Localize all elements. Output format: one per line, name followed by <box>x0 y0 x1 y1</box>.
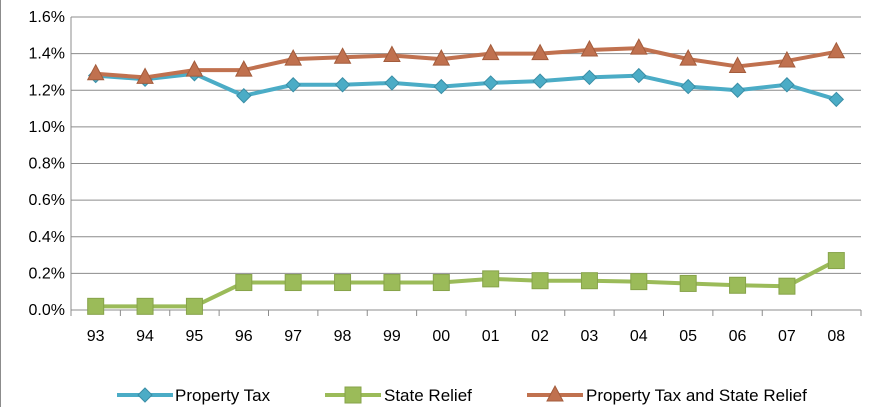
data-point <box>432 274 450 292</box>
legend-label: Property Tax and State Relief <box>586 386 807 405</box>
x-tick-label: 98 <box>334 328 352 345</box>
data-point <box>136 297 154 315</box>
data-point <box>383 274 401 292</box>
data-point <box>532 73 548 89</box>
data-point <box>680 78 696 95</box>
x-tick-label: 04 <box>630 328 648 345</box>
x-tick-label: 93 <box>87 328 105 345</box>
legend-marker <box>344 386 362 404</box>
data-point <box>334 274 352 292</box>
data-point <box>828 91 845 108</box>
x-tick-label: 95 <box>186 328 204 345</box>
x-tick-label: 00 <box>432 328 450 345</box>
data-point <box>631 67 647 84</box>
data-point <box>778 50 796 68</box>
x-tick-label: 02 <box>531 328 549 345</box>
x-tick-label: 01 <box>482 328 500 345</box>
data-point <box>729 276 747 294</box>
data-point <box>779 77 795 93</box>
data-point <box>185 297 203 315</box>
data-point <box>629 38 648 55</box>
x-tick-label: 07 <box>778 328 796 345</box>
data-point <box>481 43 500 61</box>
data-point <box>531 43 549 61</box>
data-point <box>234 60 253 77</box>
legend-item: State Relief <box>325 386 472 405</box>
series-group <box>86 38 846 315</box>
data-point <box>236 88 252 104</box>
series-state-relief <box>87 252 845 315</box>
legend: Property Tax State Relief Property Tax and… <box>117 384 807 405</box>
y-tick-label: 1.2% <box>29 82 65 99</box>
x-tick-label: 96 <box>235 328 253 345</box>
legend-marker <box>137 387 153 403</box>
data-point <box>284 274 302 292</box>
data-point <box>580 272 598 290</box>
data-point <box>235 274 253 292</box>
data-point <box>432 49 451 66</box>
legend-item: Property Tax <box>117 386 271 405</box>
gridlines <box>71 16 861 311</box>
x-axis: 93 94 95 96 97 98 99 00 01 02 03 04 05 06 07 08 <box>70 309 862 345</box>
legend-label: Property Tax <box>175 386 271 405</box>
data-point <box>581 69 598 86</box>
data-point <box>778 277 796 295</box>
y-axis: 0.0% 0.2% 0.4% 0.6% 0.8% 1.0% 1.2% 1.4% 1.6% <box>29 9 72 319</box>
data-point <box>383 45 401 62</box>
data-point <box>827 41 846 59</box>
series-line <box>95 258 838 309</box>
x-tick-label: 06 <box>729 328 747 345</box>
data-point <box>333 47 352 64</box>
x-tick-label: 03 <box>581 328 599 345</box>
series-line <box>95 46 837 80</box>
data-point <box>334 77 351 93</box>
y-tick-label: 1.4% <box>29 46 65 63</box>
legend-label: State Relief <box>384 386 472 405</box>
x-tick-label: 94 <box>136 328 154 345</box>
data-point <box>433 78 450 95</box>
data-point <box>580 39 599 57</box>
data-point <box>482 75 499 91</box>
y-tick-label: 0.0% <box>29 302 65 319</box>
data-point <box>679 274 697 292</box>
data-point <box>531 272 549 290</box>
y-tick-label: 1.0% <box>29 119 65 136</box>
series-line <box>95 71 837 102</box>
data-point <box>285 77 301 93</box>
data-point <box>136 67 154 84</box>
data-point <box>728 56 747 73</box>
data-point <box>630 273 648 291</box>
x-tick-label: 08 <box>827 328 845 345</box>
x-tick-label: 99 <box>383 328 401 345</box>
data-point <box>86 63 105 81</box>
data-point <box>827 252 845 270</box>
data-point <box>384 75 400 91</box>
data-point <box>679 49 698 66</box>
y-tick-label: 0.2% <box>29 265 65 282</box>
data-point <box>185 60 204 77</box>
y-tick-label: 1.6% <box>29 9 65 26</box>
series-property-tax-and-state-relief <box>86 38 846 84</box>
data-point <box>284 49 303 66</box>
x-tick-label: 97 <box>284 328 302 345</box>
data-point <box>729 82 746 98</box>
x-tick-label: 05 <box>679 328 697 345</box>
legend-item: Property Tax and State Relief <box>527 384 807 405</box>
data-point <box>87 297 105 315</box>
data-point <box>482 270 500 288</box>
y-tick-label: 0.4% <box>29 229 65 246</box>
legend-marker <box>546 384 564 402</box>
y-tick-label: 0.8% <box>29 156 65 173</box>
y-tick-label: 0.6% <box>29 192 65 209</box>
